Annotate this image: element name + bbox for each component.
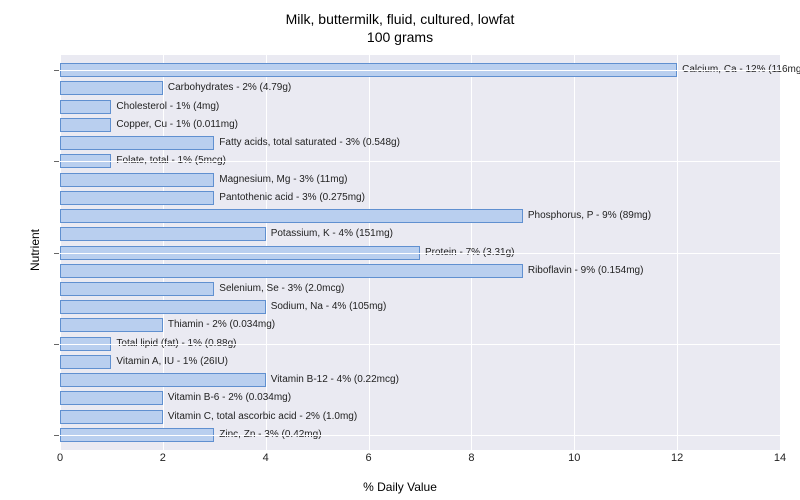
bar	[60, 191, 214, 205]
hgridline	[60, 70, 780, 71]
bar-label: Potassium, K - 4% (151mg)	[271, 227, 393, 241]
bar-label: Vitamin B-12 - 4% (0.22mcg)	[271, 373, 399, 387]
bar	[60, 81, 163, 95]
bar-label: Copper, Cu - 1% (0.011mg)	[116, 118, 238, 132]
bar	[60, 118, 111, 132]
bar	[60, 373, 266, 387]
bar	[60, 173, 214, 187]
x-tick-label: 4	[263, 452, 269, 464]
y-tick	[54, 344, 59, 345]
bar-label: Sodium, Na - 4% (105mg)	[271, 300, 387, 314]
bar-label: Vitamin C, total ascorbic acid - 2% (1.0…	[168, 410, 357, 424]
bar-label: Carbohydrates - 2% (4.79g)	[168, 81, 291, 95]
bar	[60, 410, 163, 424]
bar	[60, 391, 163, 405]
y-tick	[54, 253, 59, 254]
bar-label: Pantothenic acid - 3% (0.275mg)	[219, 191, 365, 205]
bar	[60, 209, 523, 223]
bar	[60, 355, 111, 369]
x-axis: 02468101214	[60, 450, 780, 470]
plot-area: Calcium, Ca - 12% (116mg)Carbohydrates -…	[60, 55, 780, 450]
hgridline	[60, 435, 780, 436]
bar	[60, 318, 163, 332]
x-tick-label: 10	[568, 452, 580, 464]
bar-label: Vitamin B-6 - 2% (0.034mg)	[168, 391, 291, 405]
hgridline	[60, 253, 780, 254]
chart-title: Milk, buttermilk, fluid, cultured, lowfa…	[0, 0, 800, 46]
title-line-1: Milk, buttermilk, fluid, cultured, lowfa…	[0, 10, 800, 28]
bar	[60, 300, 266, 314]
x-axis-title: % Daily Value	[0, 480, 800, 494]
y-axis-title: Nutrient	[28, 229, 42, 271]
bar-label: Magnesium, Mg - 3% (11mg)	[219, 173, 347, 187]
y-tick	[54, 435, 59, 436]
x-tick-label: 0	[57, 452, 63, 464]
bar-label: Riboflavin - 9% (0.154mg)	[528, 264, 644, 278]
bar	[60, 100, 111, 114]
gridline	[780, 55, 781, 450]
bar	[60, 282, 214, 296]
x-tick-label: 8	[468, 452, 474, 464]
y-tick	[54, 161, 59, 162]
x-tick-label: 14	[774, 452, 786, 464]
bar-label: Phosphorus, P - 9% (89mg)	[528, 209, 651, 223]
y-tick	[54, 70, 59, 71]
bar	[60, 136, 214, 150]
x-tick-label: 6	[366, 452, 372, 464]
bar-label: Cholesterol - 1% (4mg)	[116, 100, 219, 114]
x-tick-label: 12	[671, 452, 683, 464]
x-tick-label: 2	[160, 452, 166, 464]
bar-label: Selenium, Se - 3% (2.0mcg)	[219, 282, 344, 296]
bar-label: Vitamin A, IU - 1% (26IU)	[116, 355, 228, 369]
hgridline	[60, 161, 780, 162]
bar	[60, 264, 523, 278]
chart-container: Milk, buttermilk, fluid, cultured, lowfa…	[0, 0, 800, 500]
bar	[60, 227, 266, 241]
bar-label: Thiamin - 2% (0.034mg)	[168, 318, 275, 332]
bar-label: Fatty acids, total saturated - 3% (0.548…	[219, 136, 400, 150]
hgridline	[60, 344, 780, 345]
title-line-2: 100 grams	[0, 28, 800, 46]
